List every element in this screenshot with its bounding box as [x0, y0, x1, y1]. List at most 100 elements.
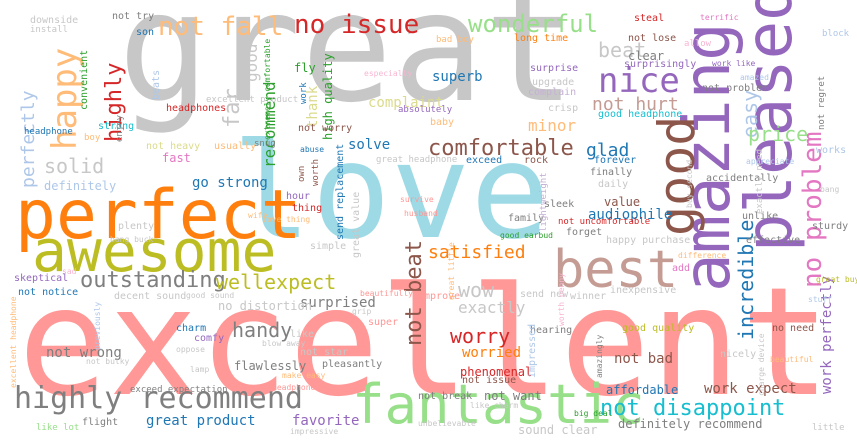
- word-not-notice: not notice: [18, 287, 79, 298]
- word-extremely-comfortable: extremely comfortable: [263, 38, 272, 140]
- word-no-issue: no issue: [294, 10, 420, 40]
- word-bad-boy: bad boy: [436, 35, 474, 45]
- word-well: well: [216, 270, 265, 294]
- word-beautiful: beautiful: [770, 355, 814, 364]
- word-minor: minor: [528, 116, 577, 135]
- word-son: son: [136, 27, 155, 38]
- word-finally: finally: [590, 167, 633, 178]
- word-bang-buck: bang buck: [110, 235, 154, 244]
- word-exactly-need: exactly need: [755, 148, 765, 214]
- word-gift: gift: [792, 311, 812, 320]
- word-abuse: abuse: [300, 145, 325, 154]
- word-solve: solve: [348, 137, 391, 153]
- word-block: block: [822, 29, 850, 39]
- word-improve: improve: [418, 291, 461, 302]
- word-work-like: work like: [712, 59, 756, 68]
- word-sturdy: sturdy: [812, 221, 849, 232]
- word-effective: effective: [746, 235, 801, 246]
- word-superb: superb: [432, 69, 483, 85]
- word-hearing: hearing: [530, 325, 573, 336]
- word-definitely: definitely: [44, 179, 117, 193]
- word-excellent-product: excellent product: [206, 95, 299, 105]
- word-winner: winner: [570, 291, 607, 302]
- word-skeptical: skeptical: [14, 273, 69, 284]
- word-not-uncomfortable: not uncomfortable: [558, 217, 651, 227]
- word-exceed: exceed: [466, 155, 503, 166]
- word-snug: snug: [254, 139, 276, 149]
- word-super: super: [368, 317, 399, 328]
- word-audiophile: audiophile: [588, 207, 673, 223]
- word-not-worry: not worry: [298, 123, 353, 134]
- word-affordable: affordable: [606, 383, 679, 397]
- word-worth-penny: worth penny: [557, 273, 566, 326]
- word-impressive: impressive: [290, 427, 339, 436]
- word-unbelievable: unbelievable: [418, 419, 476, 428]
- word-decent-sound: decent sound: [114, 291, 187, 302]
- word-great-value: great value: [351, 191, 362, 258]
- word-wonderful: wonderful: [468, 10, 599, 38]
- word-surprisingly: surprisingly: [624, 59, 697, 70]
- word-headphone: headphone: [24, 127, 73, 137]
- word-price: price: [748, 122, 809, 146]
- word-baby: baby: [430, 117, 455, 128]
- word-clear: clear: [628, 49, 665, 63]
- word-favorite: favorite: [292, 413, 360, 429]
- word-previously: previously: [93, 301, 102, 350]
- word-big-deal: big deal: [574, 409, 613, 418]
- word-phenomenal: phenomenal: [460, 365, 533, 379]
- word-exactly: exactly: [458, 298, 526, 317]
- word-outstanding: outstanding: [80, 268, 226, 293]
- word-husband: husband: [404, 209, 438, 218]
- word-allow: allow: [684, 39, 712, 49]
- word-lamp: lamp: [190, 365, 210, 374]
- word-fast: fast: [162, 151, 191, 165]
- word-sleek: sleek: [544, 199, 575, 210]
- word-no-need: no need: [772, 323, 815, 334]
- word-like: like: [290, 329, 315, 340]
- word-happy-purchase: happy purchase: [606, 235, 691, 246]
- word-impressed: impressed: [527, 323, 538, 378]
- word-charm: charm: [176, 323, 207, 334]
- word-own: own: [297, 165, 307, 182]
- word-appreciate: appreciate: [746, 157, 795, 166]
- word-fantastic: fantastic: [352, 373, 645, 436]
- word-not-try: not try: [112, 11, 155, 22]
- word-work: work: [299, 82, 309, 104]
- word-survive: survive: [400, 195, 434, 204]
- word-beat: beat: [598, 38, 647, 62]
- word-good-headphone: good headphone: [598, 109, 683, 120]
- word-rock: rock: [524, 155, 549, 166]
- word-crisp: crisp: [548, 103, 579, 114]
- word-surprised: surprised: [300, 295, 376, 311]
- word-great: great: [118, 0, 576, 136]
- word-not-hurt: not hurt: [592, 94, 679, 115]
- word-handy: handy: [232, 318, 293, 342]
- word-not-regret: not regret: [817, 75, 827, 130]
- word-like-lot: like lot: [36, 423, 80, 433]
- word-amazed: amazed: [740, 73, 769, 82]
- word-flawlessly: flawlessly: [234, 359, 307, 373]
- word-convenient: convenient: [79, 49, 90, 110]
- word-not-wrong: not wrong: [46, 345, 122, 361]
- word-exceed-expectation: exceed expectation: [130, 385, 228, 395]
- word-enjoy: enjoy: [115, 114, 125, 142]
- word-best: best: [553, 240, 679, 300]
- word-great-buy: great buy: [816, 275, 857, 284]
- word-not-bulky: not bulky: [86, 357, 130, 366]
- word-bang: bang: [820, 185, 840, 194]
- word-perfect: perfect: [15, 176, 302, 255]
- word-grip: grip: [352, 307, 372, 316]
- word-stuff: stuff: [808, 295, 833, 304]
- word-good-earbud: good earbud: [500, 231, 553, 240]
- word-beats: beats: [151, 69, 162, 100]
- word-simple: simple: [310, 241, 347, 252]
- word-perfectly: perfectly: [18, 90, 39, 188]
- word-charge-device: charge device: [757, 333, 766, 396]
- word-inexpensive: inexpensive: [610, 285, 677, 296]
- word-accidentally: accidentally: [706, 173, 779, 184]
- word-not-break: not break: [418, 391, 473, 402]
- word-hour: hour: [286, 191, 311, 202]
- word-usually: usually: [214, 141, 257, 152]
- word-forget: forget: [566, 227, 603, 238]
